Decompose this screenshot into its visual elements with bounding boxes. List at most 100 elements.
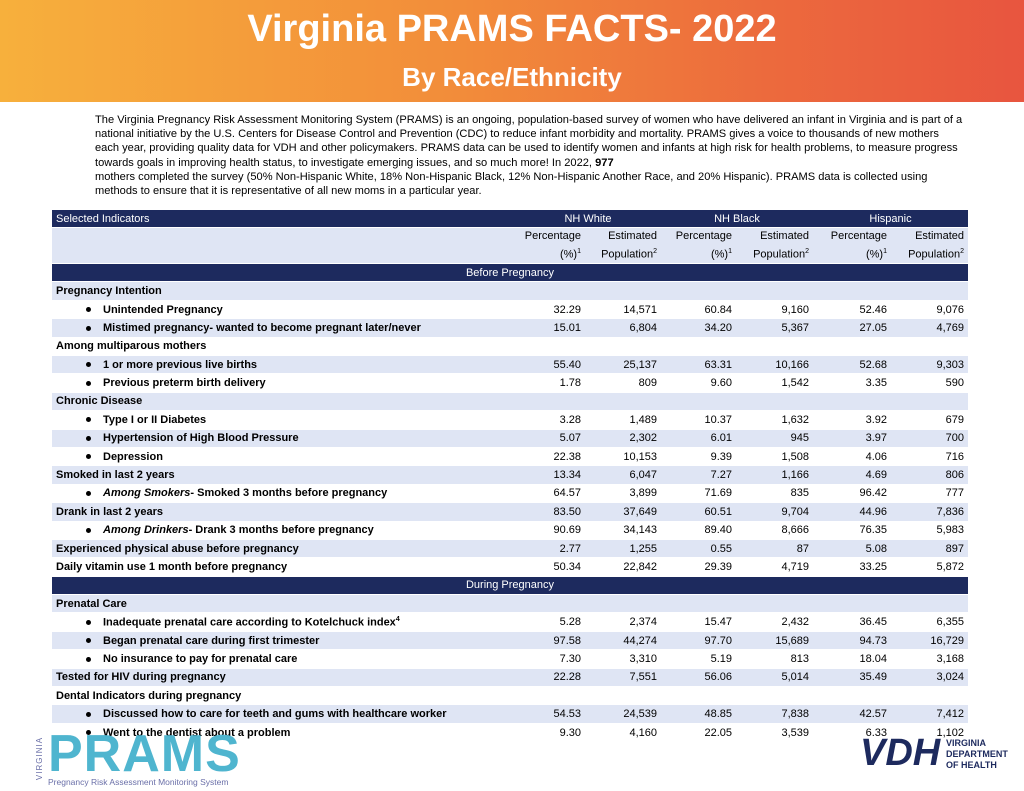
blank-cell	[736, 337, 813, 357]
value-cell: 5,014	[736, 668, 813, 688]
group-label: Smoked in last 2 years	[52, 465, 515, 485]
value-cell: 44,274	[585, 631, 661, 651]
subcolumn-header: Percentage (%)1	[813, 227, 891, 265]
subcolumn-label: Estimated Population	[753, 230, 809, 262]
blank-cell	[891, 594, 968, 614]
item-cell: Hypertension of High Blood Pressure	[52, 429, 515, 448]
blank-cell	[585, 281, 661, 301]
blank-cell	[736, 392, 813, 412]
value-cell: 90.69	[515, 521, 585, 540]
prams-tagline: Pregnancy Risk Assessment Monitoring Sys…	[48, 777, 229, 787]
blank-cell	[585, 337, 661, 357]
column-group: Hispanic	[813, 210, 968, 229]
value-cell: 7.30	[515, 649, 585, 669]
group-row: Daily vitamin use 1 month before pregnan…	[52, 557, 968, 577]
blank-cell	[813, 594, 891, 614]
prams-state: VIRGINIA	[35, 736, 45, 781]
item-cell: Inadequate prenatal care according to Ko…	[52, 612, 515, 632]
value-cell: 4,160	[585, 723, 661, 743]
value-cell: 7,412	[891, 704, 968, 724]
value-cell: 50.34	[515, 557, 585, 577]
value-cell: 5.07	[515, 429, 585, 448]
value-cell: 54.53	[515, 704, 585, 724]
blank-cell	[891, 281, 968, 301]
value-cell: 3.97	[813, 429, 891, 448]
bullet	[86, 527, 91, 533]
value-cell: 56.06	[661, 668, 736, 688]
value-cell: 83.50	[515, 502, 585, 522]
item-label: Mistimed pregnancy- wanted to become pre…	[103, 321, 421, 334]
blank-cell	[585, 594, 661, 614]
value-cell: 5,983	[891, 521, 968, 540]
value-cell: 52.46	[813, 300, 891, 320]
item-row: Previous preterm birth delivery 1.78 809 9.…	[52, 373, 968, 393]
value-cell: 9,704	[736, 502, 813, 522]
vdh-name: VIRGINIA DEPARTMENT OF HEALTH	[946, 738, 1008, 771]
group-row: Tested for HIV during pregnancy 22.28 7,55…	[52, 668, 968, 688]
value-cell: 1,166	[736, 465, 813, 485]
value-cell: 64.57	[515, 484, 585, 504]
value-cell: 33.25	[813, 557, 891, 577]
footnote-ref: 2	[653, 248, 657, 256]
bullet	[86, 711, 91, 717]
item-row: Began prenatal care during first trimest…	[52, 631, 968, 651]
subcolumn-label: Estimated Population	[601, 230, 657, 262]
value-cell: 15.01	[515, 318, 585, 338]
value-cell: 6,047	[585, 465, 661, 485]
value-cell: 1,542	[736, 373, 813, 393]
value-cell: 94.73	[813, 631, 891, 651]
blank-cell	[891, 337, 968, 357]
blank-cell	[515, 281, 585, 301]
subcolumn-header: Estimated Population2	[891, 227, 968, 265]
value-cell: 87	[736, 539, 813, 559]
value-cell: 3.35	[813, 373, 891, 393]
intro-text: mothers completed the survey (50% Non-Hi…	[95, 170, 928, 198]
value-cell: 1,632	[736, 410, 813, 430]
value-cell: 700	[891, 429, 968, 448]
subcolumn-label: Estimated Population	[908, 230, 964, 262]
column-group: NH Black	[661, 210, 813, 229]
subcolumn-header: Estimated Population2	[736, 227, 813, 265]
value-cell: 16,729	[891, 631, 968, 651]
indicator-header: Selected Indicators	[52, 210, 515, 229]
value-cell: 7,551	[585, 668, 661, 688]
value-cell: 60.84	[661, 300, 736, 320]
group-row: Prenatal Care	[52, 594, 968, 614]
item-row: Discussed how to care for teeth and gums…	[52, 704, 968, 724]
item-row: Unintended Pregnancy 32.29 14,571 60.84 9,16…	[52, 300, 968, 320]
value-cell: 9,076	[891, 300, 968, 320]
section-title: Before Pregnancy	[52, 263, 968, 283]
value-cell: 3,899	[585, 484, 661, 504]
value-cell: 37,649	[585, 502, 661, 522]
blank-cell	[891, 392, 968, 412]
blank-cell	[736, 594, 813, 614]
item-label: Hypertension of High Blood Pressure	[103, 432, 299, 445]
value-cell: 52.68	[813, 355, 891, 375]
value-cell: 2,374	[585, 612, 661, 632]
blank-cell	[515, 392, 585, 412]
vdh-name-line: VIRGINIA	[946, 738, 987, 748]
value-cell: 7,838	[736, 704, 813, 724]
item-row: Type I or II Diabetes 3.28 1,489 10.37 1,632…	[52, 410, 968, 430]
item-cell: Discussed how to care for teeth and gums…	[52, 704, 515, 724]
subcolumn-label: Percentage (%)	[675, 230, 732, 262]
value-cell: 9.30	[515, 723, 585, 743]
item-cell: Among Drinkers- Drank 3 months before pr…	[52, 521, 515, 540]
blank-cell	[813, 281, 891, 301]
value-cell: 63.31	[661, 355, 736, 375]
value-cell: 809	[585, 373, 661, 393]
value-cell: 89.40	[661, 521, 736, 540]
item-label: Went to the dentist about a problem	[103, 726, 291, 739]
item-label: Type I or II Diabetes	[103, 413, 207, 426]
value-cell: 835	[736, 484, 813, 504]
value-cell: 9.39	[661, 447, 736, 467]
bullet	[86, 325, 91, 331]
column-group: NH White	[515, 210, 661, 229]
value-cell: 945	[736, 429, 813, 448]
item-cell: 1 or more previous live births	[52, 355, 515, 375]
title: Virginia PRAMS FACTS- 2022	[247, 8, 777, 50]
item-row: Among Smokers- Smoked 3 months before pr…	[52, 484, 968, 504]
value-cell: 1,489	[585, 410, 661, 430]
blank-cell	[515, 686, 585, 706]
value-cell: 32.29	[515, 300, 585, 320]
